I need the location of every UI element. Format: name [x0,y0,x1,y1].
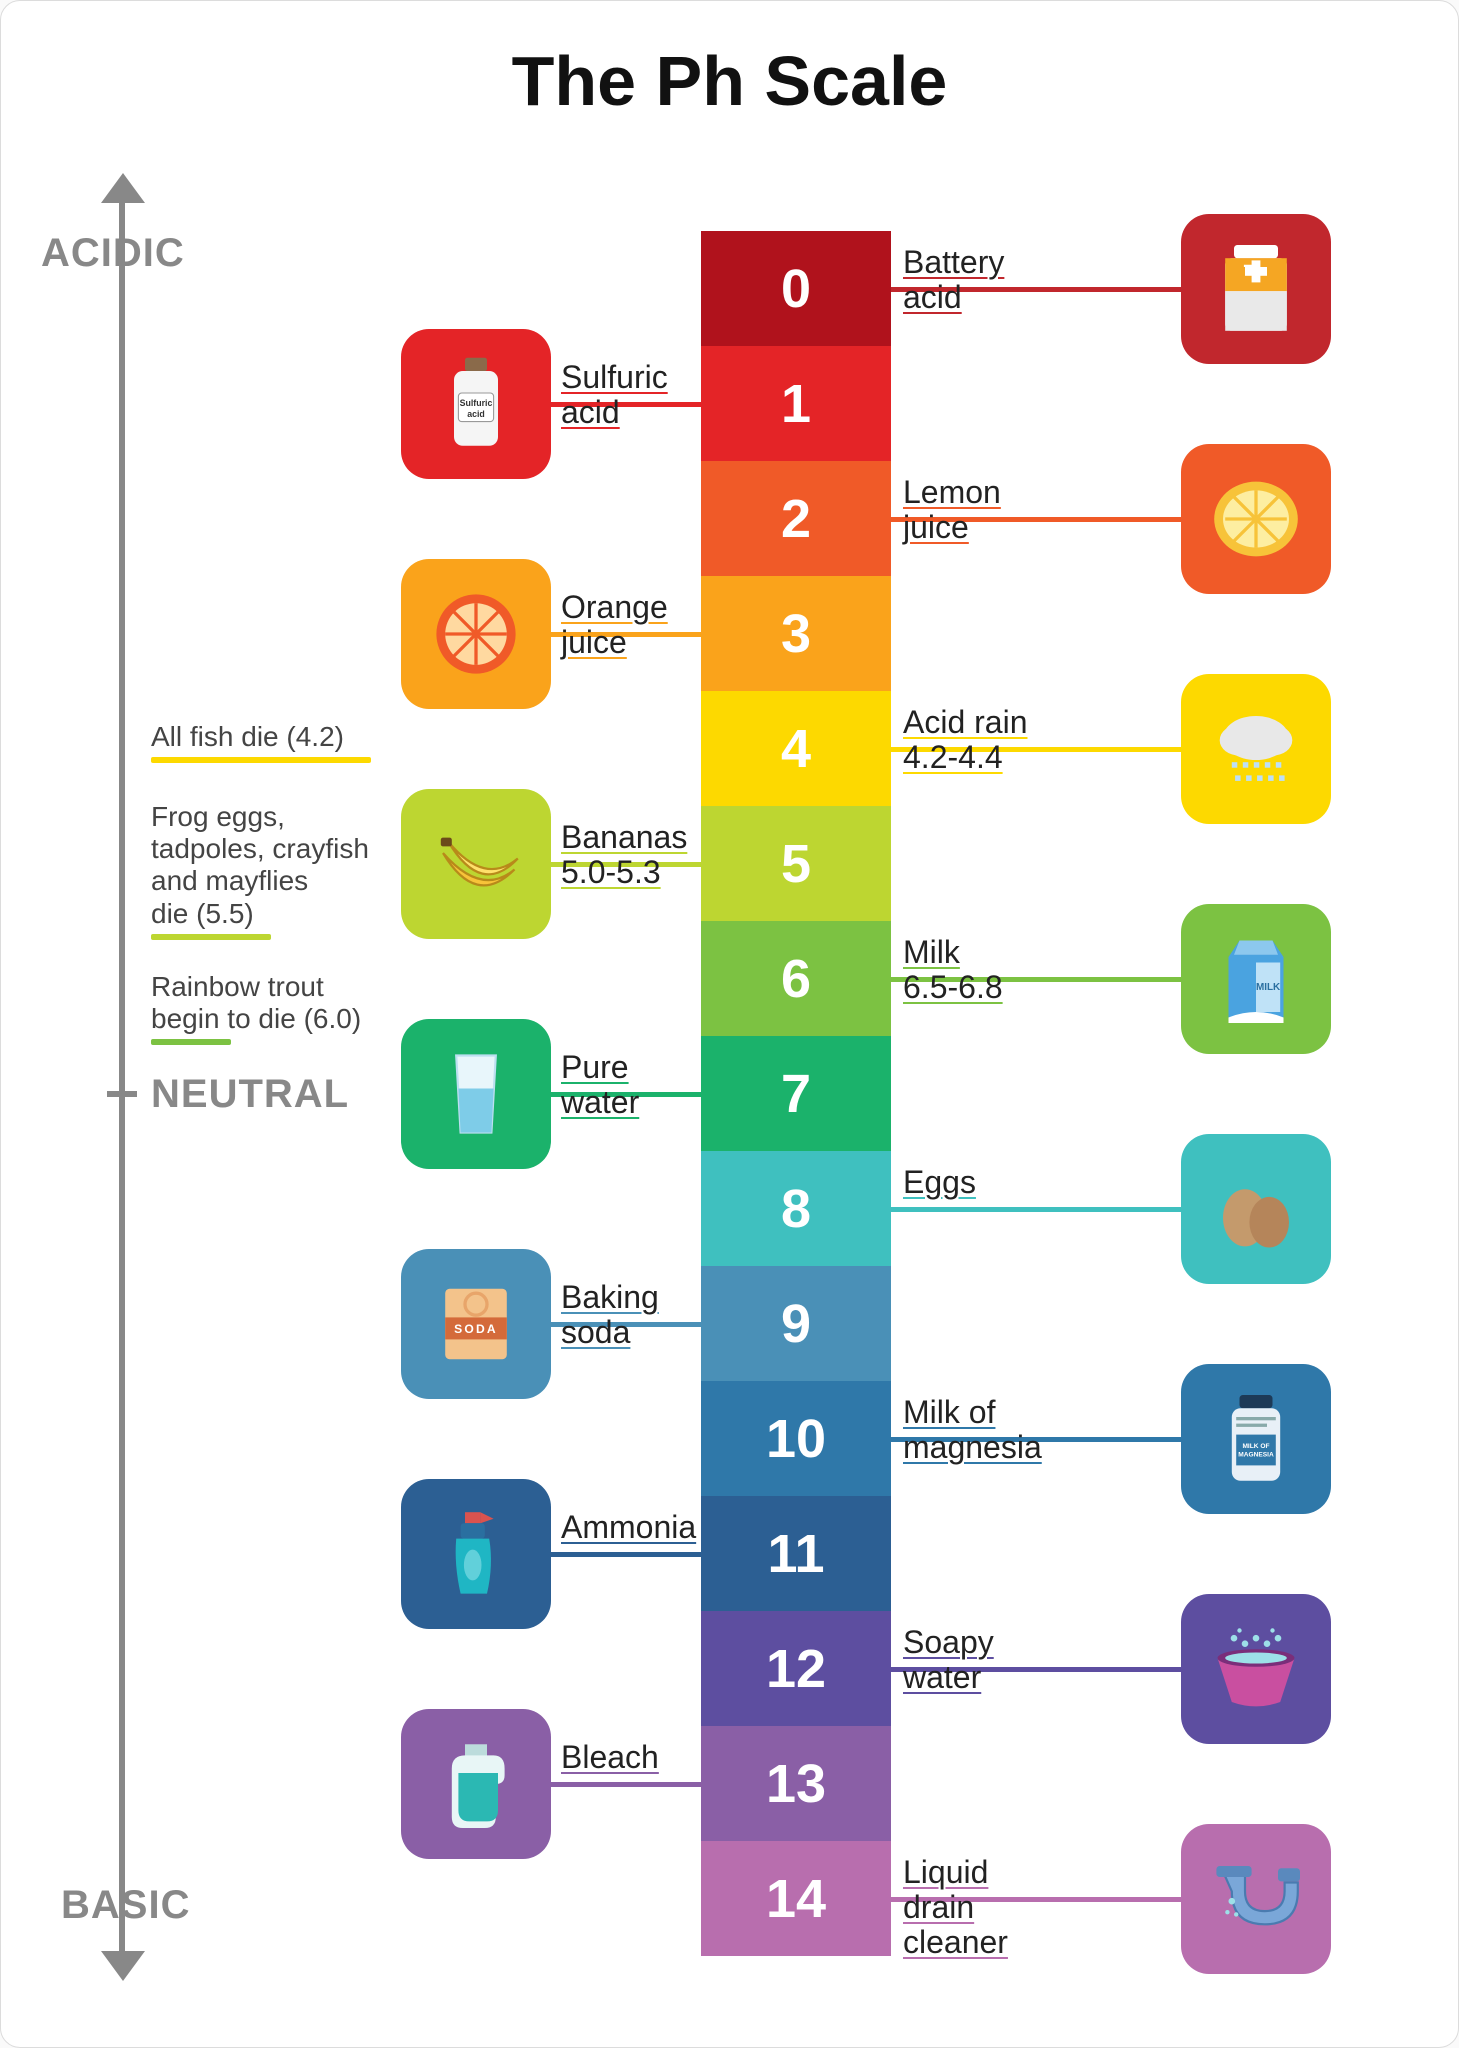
item-tile-lemon [1181,444,1331,594]
ph-cell-11: 11 [701,1496,891,1611]
ph-cell-8: 8 [701,1151,891,1266]
ph-cell-3: 3 [701,576,891,691]
item-tile-magnesia: MILK OF MAGNESIA [1181,1364,1331,1514]
axis-label-basic: BASIC [61,1883,190,1928]
svg-text:MILK OF: MILK OF [1242,1442,1269,1449]
item-label: Milk6.5-6.8 [903,935,1177,1005]
item-label: Pure water [561,1050,691,1120]
ph-cell-6: 6 [701,921,891,1036]
item-tile-jug [401,1709,551,1859]
item-tile-soda-box: SODA [401,1249,551,1399]
connector [891,1207,1181,1212]
ph-scale-column: 01234567891011121314 [701,231,891,1956]
ph-cell-1: 1 [701,346,891,461]
item-label: Acid rain4.2-4.4 [903,705,1177,775]
ph-cell-12: 12 [701,1611,891,1726]
eco-note: Frog eggs, tadpoles, crayfish and mayfli… [151,801,411,940]
item-label: Lemon juice [903,475,1177,545]
item-label: Battery acid [903,245,1177,315]
item-label: Baking soda [561,1280,691,1350]
item-tile-cloud-rain [1181,674,1331,824]
item-tile-bananas [401,789,551,939]
item-tile-spray [401,1479,551,1629]
item-tile-battery [1181,214,1331,364]
item-label: Ammonia [561,1510,691,1545]
item-label: Soapy water [903,1625,1177,1695]
axis-tick-neutral [107,1091,137,1097]
eco-note: Rainbow trout begin to die (6.0) [151,971,411,1045]
item-tile-glass [401,1019,551,1169]
ph-cell-10: 10 [701,1381,891,1496]
ph-cell-7: 7 [701,1036,891,1151]
svg-text:MILK: MILK [1256,982,1281,993]
item-label: Eggs [903,1165,1177,1200]
item-tile-orange [401,559,551,709]
item-tile-bottle-sulfuric: Sulfuricacid [401,329,551,479]
ph-cell-14: 14 [701,1841,891,1956]
connector [551,1552,701,1557]
axis-line [119,196,125,1956]
eco-note: All fish die (4.2) [151,721,411,763]
item-label: Bananas5.0-5.3 [561,820,691,890]
page-title: The Ph Scale [1,41,1458,121]
item-tile-eggs [1181,1134,1331,1284]
ph-cell-2: 2 [701,461,891,576]
item-label: Orange juice [561,590,691,660]
item-label: Milk of magnesia [903,1395,1177,1465]
svg-text:SODA: SODA [454,1321,498,1335]
item-label: Bleach [561,1740,691,1775]
ph-cell-13: 13 [701,1726,891,1841]
axis-label-neutral: NEUTRAL [151,1072,349,1117]
item-tile-milk: MILK [1181,904,1331,1054]
svg-text:MAGNESIA: MAGNESIA [1238,1451,1274,1458]
ph-cell-0: 0 [701,231,891,346]
axis-label-acidic: ACIDIC [41,231,185,276]
ph-cell-4: 4 [701,691,891,806]
item-label: Sulfuric acid [561,360,691,430]
svg-text:acid: acid [467,409,485,419]
ph-cell-9: 9 [701,1266,891,1381]
axis-arrow-down [101,1951,145,1981]
connector [551,1782,701,1787]
ph-cell-5: 5 [701,806,891,921]
item-tile-basin [1181,1594,1331,1744]
item-tile-pipe [1181,1824,1331,1974]
item-label: Liquid drain cleaner [903,1855,1177,1961]
svg-text:Sulfuric: Sulfuric [460,398,493,408]
